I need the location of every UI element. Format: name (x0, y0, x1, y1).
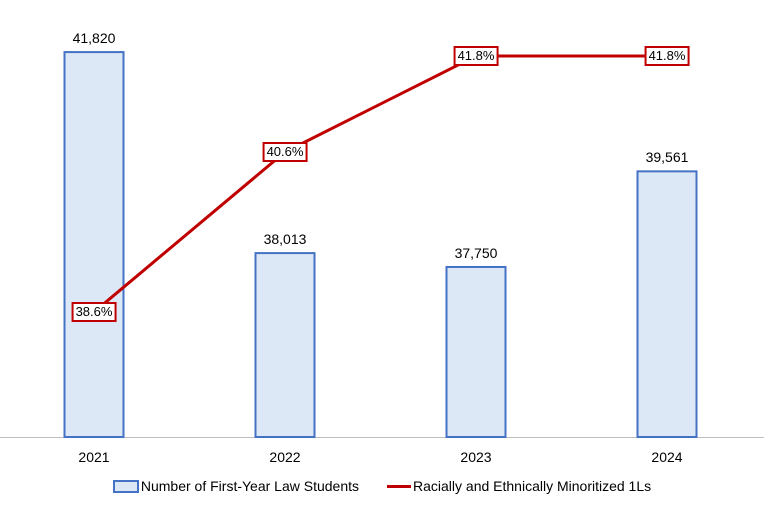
line-value-label: 40.6% (262, 142, 308, 162)
bar-value-label: 37,750 (454, 244, 498, 261)
trend-line (93, 54, 667, 314)
bar-value-label: 38,013 (263, 231, 307, 248)
bar-value-label: 41,820 (72, 30, 116, 47)
bar (63, 51, 125, 438)
legend-item-bars: Number of First-Year Law Students (112, 478, 360, 494)
bar (636, 170, 698, 439)
bar (254, 252, 316, 438)
legend-bar-label: Number of First-Year Law Students (140, 478, 360, 494)
x-tick-label: 2021 (78, 449, 110, 465)
line-value-label: 41.8% (453, 46, 499, 66)
legend: Number of First-Year Law Students Racial… (0, 478, 764, 494)
bar (445, 265, 507, 439)
bar-value-label: 39,561 (645, 149, 689, 166)
line-swatch-icon (387, 484, 412, 488)
x-tick-label: 2024 (651, 449, 683, 465)
x-tick-label: 2022 (269, 449, 301, 465)
line-value-label: 41.8% (644, 46, 690, 66)
legend-line-label: Racially and Ethnically Minoritized 1Ls (413, 478, 652, 494)
line-value-label: 38.6% (71, 302, 117, 322)
x-tick-label: 2023 (460, 449, 492, 465)
bar-swatch-icon (112, 479, 139, 493)
legend-item-line: Racially and Ethnically Minoritized 1Ls (387, 478, 651, 494)
